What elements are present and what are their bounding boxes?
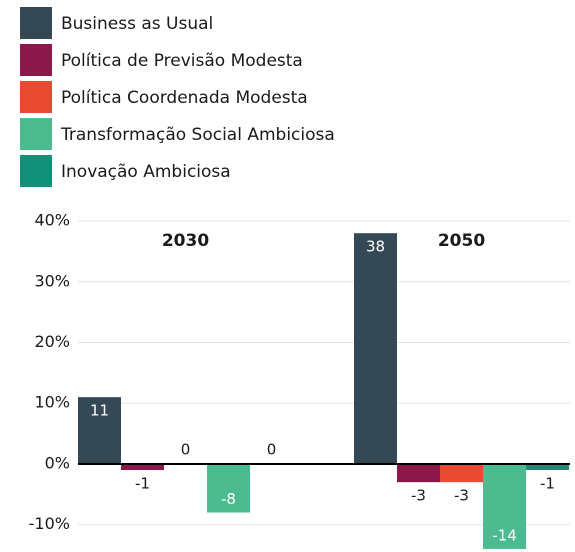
legend-label: Inovação Ambiciosa [61,162,231,182]
data-label: 38 [366,238,385,256]
y-tick-label: 20% [34,332,70,351]
bar [354,233,397,464]
legend-swatch [20,118,52,150]
bar [397,463,440,483]
legend-swatch [20,81,52,113]
bar [526,463,569,471]
y-tick-label: 0% [45,453,70,472]
y-tick-label: 10% [34,393,70,412]
data-label: -8 [221,490,236,508]
category-label: 2050 [438,231,485,251]
legend-swatch [20,155,52,187]
data-label: 0 [267,440,277,458]
data-label: -1 [540,475,555,493]
category-label: 2030 [162,231,209,251]
y-tick-label: -10% [29,514,70,533]
bar [78,397,121,464]
y-tick-label: 40% [34,211,70,230]
bar [207,463,250,513]
data-label: -1 [135,475,150,493]
bar [121,463,164,471]
legend-label: Business as Usual [61,14,213,34]
data-label: 0 [181,440,191,458]
legend-swatch [20,7,52,39]
bar [440,463,483,483]
legend-label: Política de Previsão Modesta [61,51,303,71]
legend-label: Política Coordenada Modesta [61,88,308,108]
legend-label: Transformação Social Ambiciosa [60,125,335,145]
bar [483,463,526,549]
data-label: 11 [90,402,109,420]
y-tick-label: 30% [34,271,70,290]
data-label: -3 [411,487,426,505]
data-label: -3 [454,487,469,505]
data-label: -14 [492,526,517,544]
legend-swatch [20,44,52,76]
